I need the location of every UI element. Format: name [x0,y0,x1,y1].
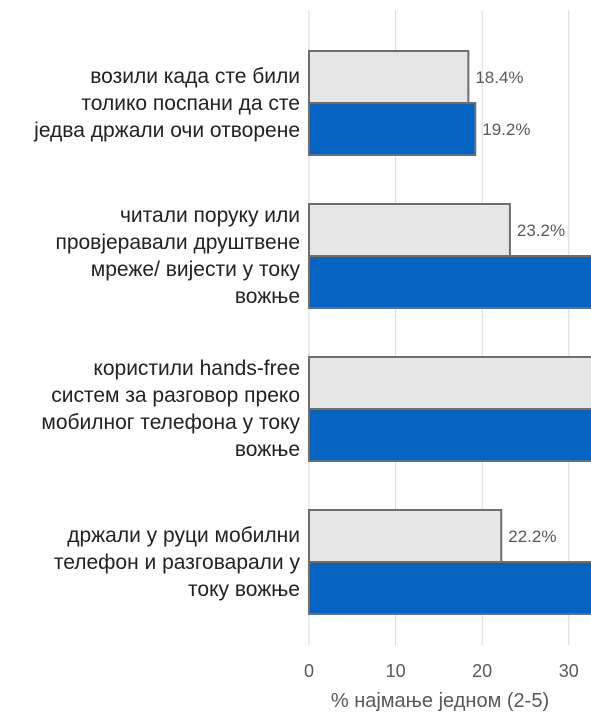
category-label-line: возили када сте били [90,64,300,88]
category-label-line: држали у руци мобилни [67,523,300,547]
category-label-line: току вожње [188,577,300,601]
category-label: држали у руци мобилни телефон и разговара… [0,522,300,603]
x-tick-label: 20 [472,661,492,681]
x-tick-label: 0 [304,661,314,681]
category-label-line: читали поруку или [119,204,300,227]
bar [308,561,591,615]
x-axis-label: % најмање једном (2-5) [331,690,549,712]
category-label-line: користили hands-free [93,357,300,380]
data-label: 23.2% [517,221,565,240]
x-tick-label: 10 [386,661,406,681]
bar [308,509,503,563]
bar [308,356,591,410]
x-tick-label: 30 [559,661,579,681]
data-label: 19.2% [482,120,530,139]
category-label: возили када сте били толико поспани да ст… [0,63,300,144]
data-label: 22.2% [508,527,556,546]
category-label: користили hands-free систем за разговор п… [0,355,300,463]
category-label-line: систем за разговор преко [51,384,300,407]
category-label-line: провјеравали друштвене [55,231,300,254]
bar [308,255,591,309]
bar [308,102,477,156]
category-label-line: телефон и разговарали у [53,550,300,574]
category-label-line: мреже/ вијести у току [90,258,300,281]
category-label-line: толико поспани да сте [81,91,300,115]
category-label: читали поруку или провјеравали друштвене м… [0,202,300,310]
category-label-line: мобилног телефона у току [41,411,300,434]
category-label-line: вожње [234,438,300,461]
bar [308,203,511,257]
bar [308,408,591,462]
data-label: 18.4% [475,68,523,87]
category-label-line: вожње [234,285,300,308]
category-label-line: једва држали очи отворене [34,118,300,142]
bar [308,50,470,104]
